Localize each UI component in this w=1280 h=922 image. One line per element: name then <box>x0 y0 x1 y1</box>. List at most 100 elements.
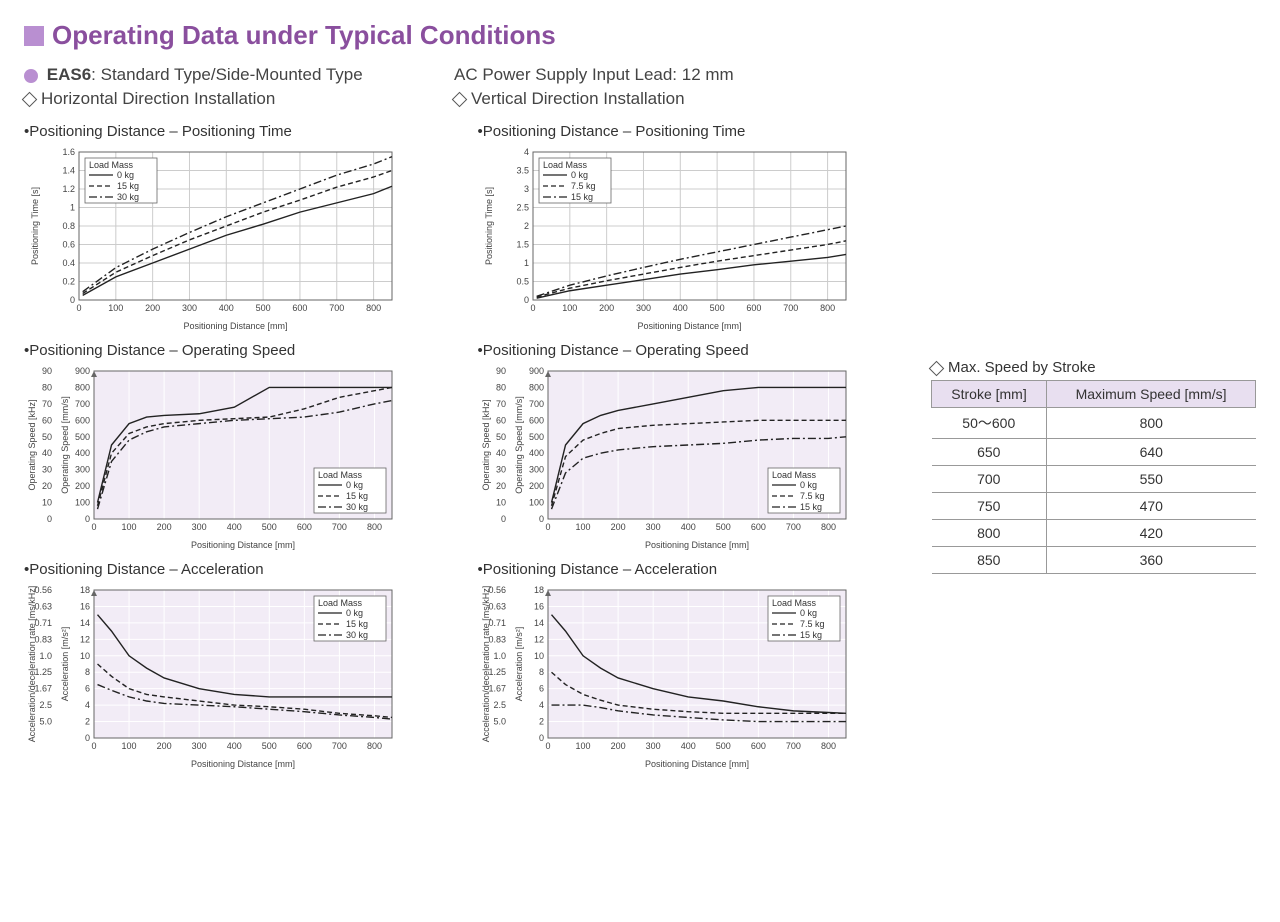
table-title-text: Max. Speed by Stroke <box>948 359 1096 376</box>
svg-text:900: 900 <box>528 366 543 376</box>
svg-text:1: 1 <box>70 203 75 213</box>
svg-text:12: 12 <box>80 634 90 644</box>
chart-title: •Positioning Distance – Positioning Time <box>24 123 448 140</box>
svg-text:0: 0 <box>91 522 96 532</box>
svg-text:0: 0 <box>538 733 543 743</box>
svg-text:Positioning Distance [mm]: Positioning Distance [mm] <box>644 540 748 550</box>
svg-text:Acceleration [m/s²]: Acceleration [m/s²] <box>60 627 70 702</box>
svg-text:500: 500 <box>715 522 730 532</box>
svg-text:200: 200 <box>599 303 614 313</box>
svg-text:0: 0 <box>500 514 505 524</box>
svg-text:Load Mass: Load Mass <box>772 470 817 480</box>
svg-text:800: 800 <box>820 522 835 532</box>
svg-text:15 kg: 15 kg <box>346 491 368 501</box>
svg-text:0: 0 <box>85 733 90 743</box>
svg-text:300: 300 <box>192 522 207 532</box>
table-head-speed: Maximum Speed [mm/s] <box>1047 381 1256 408</box>
svg-text:100: 100 <box>122 522 137 532</box>
svg-text:100: 100 <box>562 303 577 313</box>
svg-text:600: 600 <box>297 522 312 532</box>
svg-text:500: 500 <box>715 741 730 751</box>
subtitle-right: AC Power Supply Input Lead: 12 mm <box>454 65 734 85</box>
svg-text:30 kg: 30 kg <box>117 192 139 202</box>
svg-text:400: 400 <box>227 741 242 751</box>
svg-text:300: 300 <box>528 465 543 475</box>
svg-text:15 kg: 15 kg <box>117 181 139 191</box>
diamond-icon <box>452 92 468 108</box>
svg-text:600: 600 <box>75 415 90 425</box>
svg-text:700: 700 <box>528 399 543 409</box>
svg-text:10: 10 <box>495 498 505 508</box>
svg-text:8: 8 <box>85 667 90 677</box>
svg-text:0 kg: 0 kg <box>346 480 363 490</box>
svg-text:500: 500 <box>262 522 277 532</box>
svg-text:3: 3 <box>523 184 528 194</box>
svg-text:400: 400 <box>219 303 234 313</box>
chart-svg: 0100200300400500600700800Positioning Dis… <box>24 361 404 551</box>
svg-text:10: 10 <box>80 651 90 661</box>
svg-text:100: 100 <box>528 498 543 508</box>
table-cell: 550 <box>1047 466 1256 493</box>
subtitle-left: EAS6: Standard Type/Side-Mounted Type <box>24 65 454 85</box>
svg-text:1.0: 1.0 <box>39 651 52 661</box>
table-row: 700550 <box>932 466 1256 493</box>
svg-text:0.83: 0.83 <box>488 634 506 644</box>
chart-v-time: 0100200300400500600700800Positioning Dis… <box>478 142 902 332</box>
chart-title: •Positioning Distance – Operating Speed <box>24 342 448 359</box>
chart-h-speed: 0100200300400500600700800Positioning Dis… <box>24 361 448 551</box>
svg-text:8: 8 <box>538 667 543 677</box>
svg-text:2: 2 <box>523 221 528 231</box>
svg-text:16: 16 <box>533 601 543 611</box>
speed-table: Stroke [mm] Maximum Speed [mm/s] 50〜6008… <box>931 380 1256 574</box>
svg-text:1.6: 1.6 <box>62 147 75 157</box>
svg-text:300: 300 <box>635 303 650 313</box>
svg-text:700: 700 <box>332 522 347 532</box>
svg-text:600: 600 <box>746 303 761 313</box>
svg-text:Positioning Distance [mm]: Positioning Distance [mm] <box>183 321 287 331</box>
svg-text:200: 200 <box>610 741 625 751</box>
svg-text:Load Mass: Load Mass <box>89 160 134 170</box>
svg-text:Operating Speed [mm/s]: Operating Speed [mm/s] <box>514 396 524 494</box>
svg-text:500: 500 <box>709 303 724 313</box>
svg-text:30 kg: 30 kg <box>346 630 368 640</box>
table-cell: 700 <box>932 466 1047 493</box>
table-cell: 850 <box>932 547 1047 574</box>
svg-text:15 kg: 15 kg <box>571 192 593 202</box>
side-column: Max. Speed by Stroke Stroke [mm] Maximum… <box>931 113 1256 770</box>
svg-text:Operating Speed [mm/s]: Operating Speed [mm/s] <box>60 396 70 494</box>
svg-text:700: 700 <box>75 399 90 409</box>
svg-text:200: 200 <box>145 303 160 313</box>
square-bullet-icon <box>24 26 44 46</box>
svg-text:0.56: 0.56 <box>34 585 52 595</box>
chart-svg: 0100200300400500600700800Positioning Dis… <box>24 580 404 770</box>
svg-text:7.5 kg: 7.5 kg <box>800 491 825 501</box>
svg-text:7.5 kg: 7.5 kg <box>800 619 825 629</box>
svg-text:4: 4 <box>523 147 528 157</box>
svg-text:800: 800 <box>367 522 382 532</box>
svg-text:1.5: 1.5 <box>516 240 529 250</box>
svg-text:200: 200 <box>157 522 172 532</box>
table-head-stroke: Stroke [mm] <box>932 381 1047 408</box>
chart-svg: 0100200300400500600700800Positioning Dis… <box>24 142 404 332</box>
chart-svg: 0100200300400500600700800Positioning Dis… <box>478 580 858 770</box>
svg-text:70: 70 <box>495 399 505 409</box>
svg-text:20: 20 <box>42 481 52 491</box>
svg-text:50: 50 <box>495 432 505 442</box>
svg-text:500: 500 <box>256 303 271 313</box>
svg-text:Operating Speed [kHz]: Operating Speed [kHz] <box>481 399 491 490</box>
table-cell: 800 <box>932 520 1047 547</box>
chart-v-accel: 0100200300400500600700800Positioning Dis… <box>478 580 902 770</box>
svg-text:10: 10 <box>42 498 52 508</box>
svg-text:0: 0 <box>76 303 81 313</box>
table-cell: 470 <box>1047 493 1256 520</box>
svg-text:0: 0 <box>47 514 52 524</box>
table-cell: 420 <box>1047 520 1256 547</box>
svg-text:0.63: 0.63 <box>34 601 52 611</box>
chart-title: •Positioning Distance – Acceleration <box>478 561 902 578</box>
svg-text:Load Mass: Load Mass <box>318 470 363 480</box>
svg-text:50: 50 <box>42 432 52 442</box>
svg-text:100: 100 <box>108 303 123 313</box>
svg-text:2: 2 <box>85 717 90 727</box>
svg-text:18: 18 <box>533 585 543 595</box>
svg-text:15 kg: 15 kg <box>800 502 822 512</box>
